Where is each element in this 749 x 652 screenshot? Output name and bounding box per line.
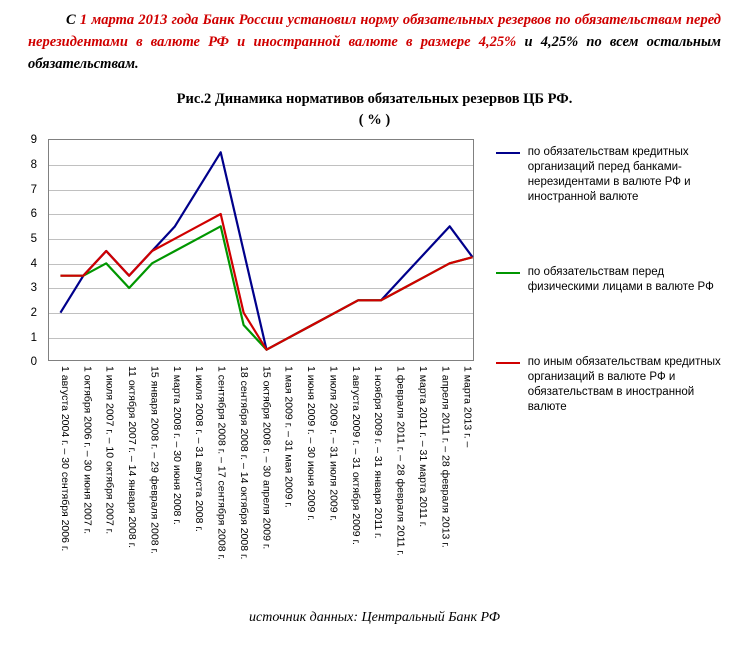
legend-item: по обязательствам перед физическими лица… [496, 265, 721, 295]
x-tick-label: 1 октября 2006 г. – 30 июня 2007 г. [71, 364, 93, 584]
intro-paragraph: С 1 марта 2013 года Банк России установи… [28, 10, 721, 75]
legend-label: по обязательствам кредитных организаций … [528, 145, 721, 205]
x-tick-label: 1 февраля 2011 г. – 28 февраля 2011 г. [384, 364, 406, 584]
x-tick-label: 1 ноября 2009 г. – 31 января 2011 г. [362, 364, 384, 584]
legend-label: по обязательствам перед физическими лица… [528, 265, 721, 295]
x-tick-label: 1 марта 2013 г. – [451, 364, 473, 584]
legend-item: по иным обязательствам кредитных организ… [496, 355, 721, 415]
y-tick: 6 [31, 208, 37, 220]
legend-swatch [496, 152, 520, 154]
x-tick-label: 15 января 2008 г. – 29 февраля 2008 г. [138, 364, 160, 584]
legend-swatch [496, 362, 520, 364]
y-tick: 3 [31, 282, 37, 294]
chart-container: 0123456789 1 августа 2004 г. – 30 сентяб… [28, 139, 721, 584]
x-tick-label: 1 августа 2004 г. – 30 сентября 2006 г. [49, 364, 71, 584]
y-tick: 0 [31, 356, 37, 368]
legend-swatch [496, 272, 520, 274]
x-tick-label: 1 июля 2007 г. – 10 октября 2007 г. [93, 364, 115, 584]
legend: по обязательствам кредитных организаций … [496, 139, 721, 474]
legend-label: по иным обязательствам кредитных организ… [528, 355, 721, 415]
y-tick: 9 [31, 134, 37, 146]
x-tick-label: 1 июля 2009 г. – 31 июля 2009 г. [317, 364, 339, 584]
y-tick: 8 [31, 159, 37, 171]
x-tick-label: 1 июля 2008 г. – 31 августа 2008 г. [183, 364, 205, 584]
source-line: источник данных: Центральный Банк РФ [28, 610, 721, 626]
y-tick: 2 [31, 307, 37, 319]
y-tick: 5 [31, 233, 37, 245]
x-tick-label: 1 июня 2009 г. – 30 июня 2009 г. [295, 364, 317, 584]
x-tick-label: 1 апреля 2011 г. – 28 февраля 2013 г. [429, 364, 451, 584]
x-tick-label: 11 октября 2007 г. – 14 января 2008 г. [116, 364, 138, 584]
figure-unit: ( % ) [28, 112, 721, 129]
series-line [60, 153, 472, 350]
x-tick-label: 1 мая 2009 г. – 31 мая 2009 г. [272, 364, 294, 584]
y-tick: 4 [31, 258, 37, 270]
x-tick-label: 1 марта 2011 г. – 31 марта 2011 г. [407, 364, 429, 584]
x-tick-label: 1 августа 2009 г. – 31 октября 2009 г. [339, 364, 361, 584]
plot-area: 0123456789 1 августа 2004 г. – 30 сентяб… [48, 139, 474, 584]
x-tick-label: 1 марта 2008 г. – 30 июня 2008 г. [160, 364, 182, 584]
x-tick-label: 15 октября 2008 г. – 30 апреля 2009 г. [250, 364, 272, 584]
x-tick-label: 1 сентября 2008 г. – 17 сентября 2008 г. [205, 364, 227, 584]
y-tick: 7 [31, 184, 37, 196]
x-tick-label: 18 сентября 2008 г. – 14 октября 2008 г. [228, 364, 250, 584]
y-tick: 1 [31, 332, 37, 344]
series-line [60, 227, 472, 350]
legend-item: по обязательствам кредитных организаций … [496, 145, 721, 205]
figure-title: Рис.2 Динамика нормативов обязательных р… [28, 91, 721, 108]
line-chart-svg [49, 140, 484, 362]
